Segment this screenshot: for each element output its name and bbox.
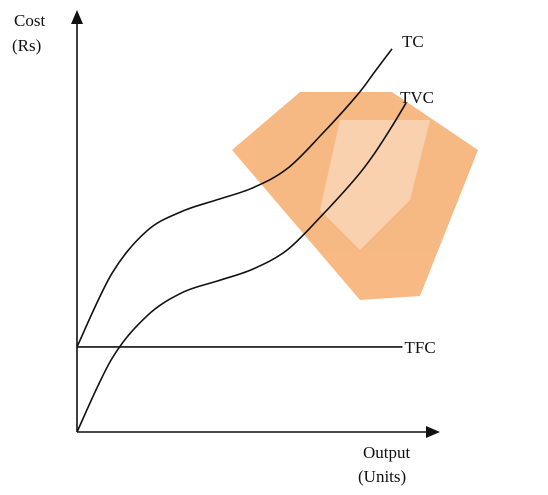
tc-curve bbox=[76, 48, 393, 348]
x-axis-arrowhead bbox=[426, 426, 440, 438]
y-axis-label-line-1: Cost bbox=[14, 11, 45, 30]
tvc-label: TVC bbox=[400, 88, 434, 107]
series-layer: TC TVC TFC bbox=[76, 32, 436, 433]
x-axis-label-line-2: (Units) bbox=[358, 467, 406, 486]
tfc-label: TFC bbox=[405, 338, 436, 357]
y-axis-label-line-2: (Rs) bbox=[12, 36, 41, 55]
tvc-curve bbox=[76, 102, 407, 433]
watermark-logo bbox=[232, 92, 478, 300]
tc-label: TC bbox=[402, 32, 424, 51]
x-axis-label: Output (Units) bbox=[358, 443, 411, 486]
y-axis-label: Cost (Rs) bbox=[12, 11, 45, 55]
x-axis-label-line-1: Output bbox=[363, 443, 411, 462]
axes bbox=[71, 10, 440, 438]
y-axis-arrowhead bbox=[71, 10, 83, 24]
